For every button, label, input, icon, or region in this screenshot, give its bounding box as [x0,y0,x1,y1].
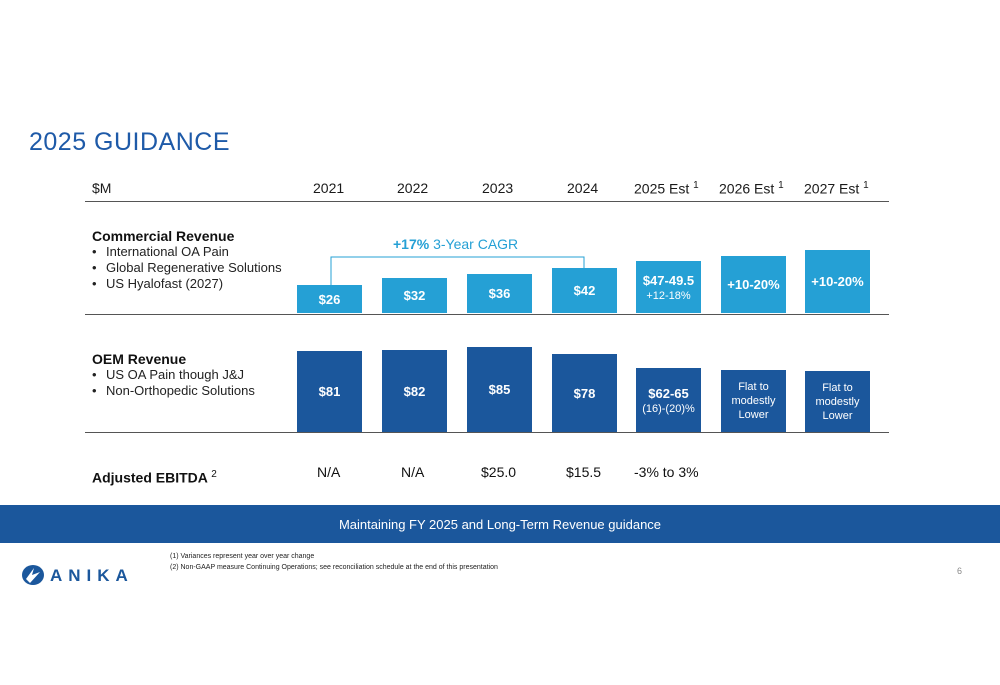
anika-logo: ANIKA [50,566,134,585]
ebitda-title: Adjusted EBITDA 2 [92,469,217,486]
oem-bullet: Non-Orthopedic Solutions [92,383,255,399]
ebitda-2021: N/A [317,464,341,480]
ebitda-2024: $15.5 [566,464,602,480]
commercial-bar-7: +10-20% [805,250,870,313]
oem-bar-4: $78 [552,354,617,432]
oem-bar-6: Flat to modestly Lower [721,370,786,432]
commercial-bar-1: $26 [297,285,362,313]
page-title: 2025 GUIDANCE [29,128,231,156]
header-divider [85,201,889,202]
footnote-1: (1) Variances represent year over year c… [170,553,315,560]
year-2022: 2022 [397,180,429,196]
guidance-banner: Maintaining FY 2025 and Long-Term Revenu… [0,505,1000,543]
oem-bullets: US OA Pain though J&J Non-Orthopedic Sol… [92,367,255,399]
commercial-bullet: Global Regenerative Solutions [92,260,282,276]
oem-bar-2: $82 [382,350,447,432]
commercial-bar-6: +10-20% [721,256,786,313]
commercial-bullets: International OA Pain Global Regenerativ… [92,244,282,292]
year-2023: 2023 [482,180,514,196]
oem-divider [85,432,889,433]
year-2027-est: 2027 Est 1 [804,180,869,197]
commercial-bar-3: $36 [467,274,532,313]
oem-bar-1: $81 [297,351,362,432]
commercial-divider [85,314,889,315]
oem-bar-3: $85 [467,347,532,432]
anika-logo-icon [22,565,44,585]
commercial-bullet: US Hyalofast (2027) [92,276,282,292]
cagr-bracket [330,256,585,288]
commercial-title: Commercial Revenue [92,228,235,244]
oem-bar-5: $62-65 (16)-(20)% [636,368,701,432]
ebitda-2025-est: -3% to 3% [634,464,699,480]
commercial-bar-2: $32 [382,278,447,313]
oem-title: OEM Revenue [92,351,187,367]
year-2025-est: 2025 Est 1 [634,180,699,197]
unit-label: $M [92,180,112,196]
page-number: 6 [957,566,963,576]
year-2024: 2024 [567,180,599,196]
commercial-bar-4: $42 [552,268,617,313]
commercial-bullet: International OA Pain [92,244,282,260]
oem-bar-7: Flat to modestly Lower [805,371,870,432]
footnote-2: (2) Non-GAAP measure Continuing Operatio… [170,564,498,571]
ebitda-2022: N/A [401,464,425,480]
year-2026-est: 2026 Est 1 [719,180,784,197]
year-2021: 2021 [313,180,345,196]
commercial-bar-5: $47-49.5 +12-18% [636,261,701,313]
cagr-label: +17% 3-Year CAGR [393,236,519,252]
ebitda-2023: $25.0 [481,464,517,480]
oem-bullet: US OA Pain though J&J [92,367,255,383]
